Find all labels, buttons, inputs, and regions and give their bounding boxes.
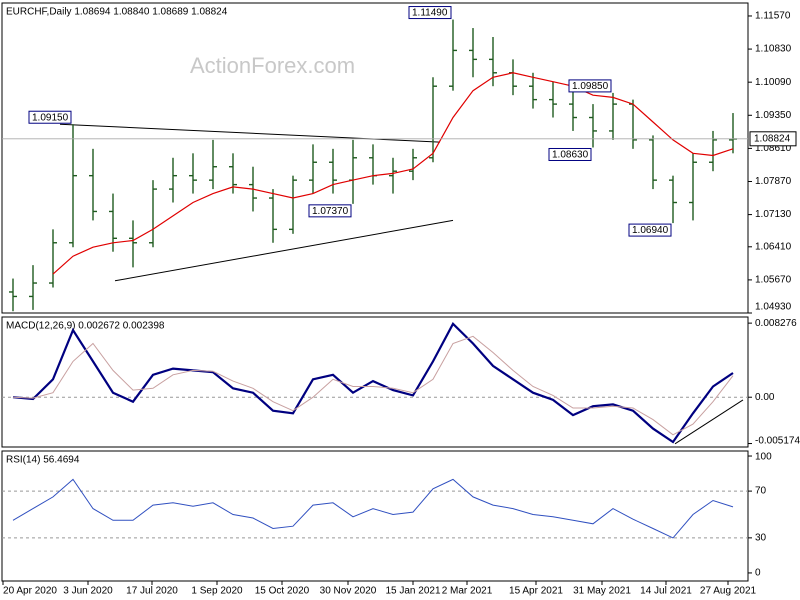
annotation-box	[28, 110, 72, 124]
y-tick-label: 1.08610	[755, 143, 792, 154]
y-tick-label: 1.04930	[755, 302, 792, 313]
annotation-box	[568, 79, 612, 93]
annotation-label: 1.09150	[32, 112, 69, 123]
y-tick-label: 1.10090	[755, 77, 792, 88]
y-tick-label: 1.06410	[755, 241, 792, 252]
x-tick-label: 14 Jul 2021	[640, 586, 692, 597]
last-price-label: 1.08824	[754, 133, 791, 144]
y-tick-label: 1.10830	[755, 44, 792, 55]
price-panel	[1, 2, 749, 314]
annotation-box	[548, 147, 592, 161]
x-tick-label: 27 Aug 2021	[700, 586, 757, 597]
y-tick-label: 1.07130	[755, 209, 792, 220]
x-tick-label: 1 Sep 2020	[191, 586, 243, 597]
annotation-label: 1.07370	[312, 206, 349, 217]
y-tick-label: 70	[755, 486, 767, 497]
indicator-line	[12, 478, 734, 539]
watermark: ActionForex.com	[190, 53, 355, 78]
panel-title: RSI(14) 56.4694	[6, 455, 80, 466]
annotation-box	[308, 204, 352, 218]
x-tick-label: 20 Apr 2020	[3, 586, 57, 597]
annotation-box	[628, 223, 672, 237]
last-price-box	[749, 131, 797, 147]
x-tick-label: 17 Jul 2020	[126, 586, 178, 597]
rsi-panel	[1, 450, 749, 582]
x-tick-label: 30 Nov 2020	[320, 586, 377, 597]
trendline	[114, 219, 454, 282]
annotation-label: 1.06940	[632, 225, 669, 236]
annotation-label: 1.08630	[552, 150, 589, 161]
x-tick-label: 15 Apr 2021	[509, 586, 563, 597]
annotation-box	[408, 6, 452, 20]
y-tick-label: 30	[755, 533, 767, 544]
annotation-label: 1.11490	[412, 8, 448, 19]
x-tick-label: 3 Jun 2020	[63, 586, 113, 597]
x-tick-label: 2 Mar 2021	[442, 586, 493, 597]
indicator-line	[12, 335, 734, 436]
trendline	[674, 399, 744, 445]
y-tick-label: 1.11570	[755, 11, 791, 22]
y-tick-label: 0.00	[755, 392, 775, 403]
y-tick-label: 100	[755, 452, 772, 463]
x-tick-label: 31 May 2021	[573, 586, 631, 597]
y-tick-label: 1.09350	[755, 110, 792, 121]
moving-average	[52, 72, 734, 275]
y-tick-label: 1.07870	[755, 176, 792, 187]
annotation-label: 1.09850	[572, 81, 609, 92]
y-tick-label: 0	[755, 568, 761, 579]
y-tick-label: -0.005174	[755, 436, 800, 447]
panel-title: EURCHF,Daily 1.08694 1.08840 1.08689 1.0…	[6, 7, 228, 18]
y-tick-label: 1.05670	[755, 275, 792, 286]
x-tick-label: 15 Jan 2021	[385, 586, 440, 597]
indicator-line	[12, 321, 734, 444]
panel-title: MACD(12,26,9) 0.002672 0.002398	[6, 321, 165, 332]
y-tick-label: 0.008276	[755, 318, 797, 329]
x-tick-label: 15 Oct 2020	[255, 586, 310, 597]
